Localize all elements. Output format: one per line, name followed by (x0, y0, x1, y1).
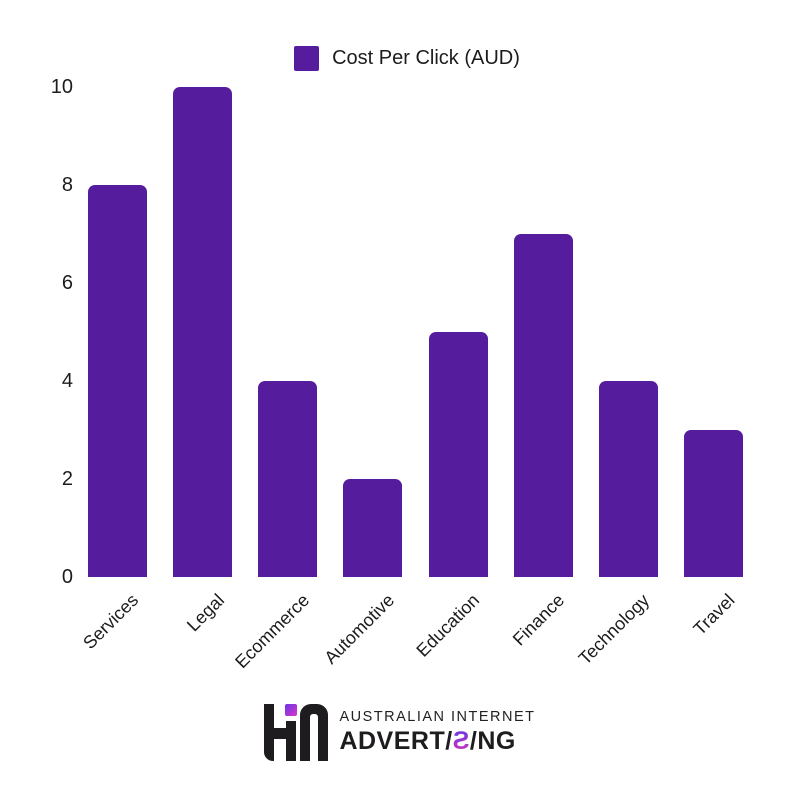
logo-i-dot (285, 704, 298, 716)
logo-i-stem (286, 721, 297, 761)
brand-text-segment: ADVERT (339, 727, 446, 755)
y-axis-tick-8: 8 (61, 174, 73, 196)
y-axis-tick-2: 2 (61, 468, 73, 490)
bar-travel (683, 430, 743, 577)
legend-swatch (294, 46, 320, 71)
brand-footer: AUSTRALIAN INTERNET ADVERT/Ƨ/NG (0, 704, 800, 761)
logo-crossbar (274, 728, 287, 739)
y-axis-tick-6: 6 (61, 272, 73, 294)
brand-text-segment: / (469, 727, 478, 755)
x-axis-label-services: Services (79, 590, 143, 653)
bar-services (88, 185, 147, 577)
brand-line2: ADVERT/Ƨ/NG (339, 727, 535, 756)
bar-education (428, 332, 488, 577)
brand-text-block: AUSTRALIAN INTERNET ADVERT/Ƨ/NG (339, 709, 535, 756)
logo-letter-a (300, 704, 329, 761)
legend-label: Cost Per Click (AUD) (332, 47, 520, 69)
chart-legend: Cost Per Click (AUD) (0, 46, 800, 71)
x-axis-label-legal: Legal (182, 590, 228, 636)
x-axis-label-automotive: Automotive (320, 590, 399, 668)
y-axis-tick-10: 10 (50, 76, 73, 98)
x-axis-label-finance: Finance (508, 590, 569, 650)
bar-automotive (343, 479, 403, 577)
logo-left-bar (264, 704, 275, 761)
bar-finance (513, 234, 573, 577)
y-axis-tick-0: 0 (61, 566, 73, 588)
brand-letter-s-gradient: Ƨ (452, 727, 470, 755)
bar-ecommerce (258, 381, 318, 577)
x-axis-label-technology: Technology (574, 590, 654, 669)
brand-line1: AUSTRALIAN INTERNET (339, 709, 536, 725)
brand-text-segment: / (445, 727, 453, 755)
bar-technology (598, 381, 658, 577)
aia-logo-icon (264, 704, 329, 761)
brand-text-segment: NG (477, 727, 516, 755)
plot-area: Services Legal Ecommerce Automotive Educatio… (51, 77, 745, 672)
y-axis-tick-4: 4 (61, 370, 73, 392)
x-axis-label-travel: Travel (689, 590, 739, 640)
x-axis-label-ecommerce: Ecommerce (230, 590, 313, 673)
x-axis-label-education: Education (412, 590, 484, 661)
bar-legal (173, 87, 233, 577)
